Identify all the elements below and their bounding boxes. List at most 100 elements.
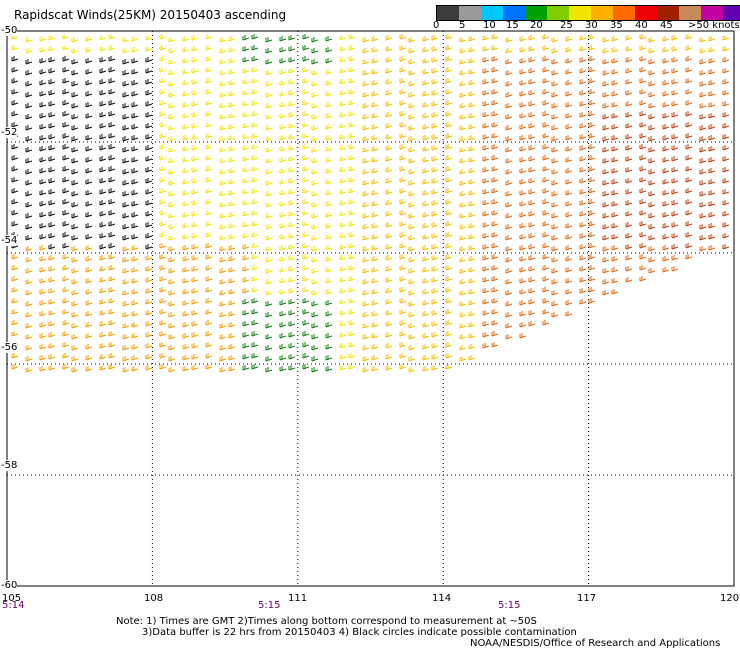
wind-barb bbox=[251, 265, 259, 271]
wind-barb bbox=[311, 114, 319, 120]
wind-barb bbox=[325, 135, 333, 141]
wind-barb bbox=[168, 345, 176, 351]
wind-barb bbox=[519, 124, 527, 130]
wind-barb bbox=[565, 234, 573, 240]
wind-barb bbox=[99, 332, 107, 338]
wind-barb bbox=[145, 354, 153, 360]
wind-barb bbox=[625, 222, 633, 228]
wind-barb bbox=[399, 276, 407, 282]
wind-barb bbox=[588, 45, 596, 51]
wind-barb bbox=[159, 89, 167, 95]
wind-barb bbox=[362, 125, 370, 131]
wind-barb bbox=[662, 113, 670, 119]
wind-barb bbox=[505, 268, 513, 274]
wind-barb bbox=[219, 191, 227, 197]
wind-barb bbox=[565, 212, 573, 218]
wind-barb bbox=[371, 201, 379, 207]
wind-barb bbox=[431, 178, 439, 184]
wind-barb bbox=[302, 111, 310, 117]
wind-barb bbox=[219, 345, 227, 351]
wind-barb bbox=[722, 145, 730, 151]
wind-barb bbox=[302, 45, 310, 51]
wind-barb bbox=[348, 276, 356, 282]
wind-barb bbox=[588, 122, 596, 128]
wind-barb bbox=[251, 342, 259, 348]
wind-barb bbox=[602, 59, 610, 65]
wind-barb bbox=[685, 254, 693, 260]
wind-barb bbox=[602, 235, 610, 241]
wind-barb bbox=[685, 67, 693, 73]
wind-barb bbox=[528, 79, 536, 85]
wind-barb bbox=[445, 56, 453, 62]
wind-barb bbox=[542, 111, 550, 117]
wind-barb bbox=[671, 222, 679, 228]
wind-barb bbox=[385, 266, 393, 272]
wind-barb bbox=[219, 268, 227, 274]
wind-barb bbox=[251, 78, 259, 84]
wind-barb bbox=[159, 188, 167, 194]
wind-barb bbox=[302, 309, 310, 315]
wind-barb bbox=[168, 169, 176, 175]
wind-barb bbox=[602, 147, 610, 153]
wind-barb bbox=[228, 245, 236, 251]
wind-barb bbox=[122, 312, 130, 318]
wind-barb bbox=[648, 59, 656, 65]
wind-barb bbox=[99, 90, 107, 96]
wind-barb bbox=[191, 123, 199, 129]
wind-barb bbox=[468, 47, 476, 53]
wind-barb bbox=[25, 224, 33, 230]
wind-barb bbox=[339, 321, 347, 327]
wind-barb bbox=[71, 290, 79, 296]
wind-barb bbox=[251, 34, 259, 40]
wind-barb bbox=[228, 91, 236, 97]
map-frame bbox=[6, 30, 735, 587]
wind-barb bbox=[302, 331, 310, 337]
wind-barb bbox=[145, 277, 153, 283]
wind-barb bbox=[339, 299, 347, 305]
wind-barb bbox=[219, 312, 227, 318]
wind-barb bbox=[242, 332, 250, 338]
wind-barb bbox=[385, 178, 393, 184]
wind-barb bbox=[371, 113, 379, 119]
wind-barb bbox=[219, 48, 227, 54]
wind-barb bbox=[25, 213, 33, 219]
wind-barb bbox=[325, 212, 333, 218]
wind-barb bbox=[362, 301, 370, 307]
wind-barb bbox=[399, 342, 407, 348]
wind-barb bbox=[491, 100, 499, 106]
wind-barb bbox=[339, 68, 347, 74]
wind-barb bbox=[445, 287, 453, 293]
wind-barb bbox=[648, 257, 656, 263]
wind-barb bbox=[408, 334, 416, 340]
wind-barb bbox=[602, 125, 610, 131]
wind-barb bbox=[385, 299, 393, 305]
wind-barb bbox=[39, 179, 47, 185]
wind-barb bbox=[431, 332, 439, 338]
wind-barb bbox=[191, 299, 199, 305]
wind-barb bbox=[671, 35, 679, 41]
wind-barb bbox=[122, 367, 130, 373]
wind-barb bbox=[99, 299, 107, 305]
wind-barb bbox=[459, 92, 467, 98]
wind-barb bbox=[145, 288, 153, 294]
wind-barb bbox=[288, 123, 296, 129]
wind-barb bbox=[11, 89, 19, 95]
wind-barb bbox=[459, 224, 467, 230]
wind-barb bbox=[588, 78, 596, 84]
wind-barb bbox=[131, 278, 139, 284]
wind-barb bbox=[145, 79, 153, 85]
note-line-2: 3)Data buffer is 22 hrs from 20150403 4)… bbox=[142, 627, 577, 638]
wind-barb bbox=[251, 331, 259, 337]
wind-barb bbox=[265, 37, 273, 43]
wind-barb bbox=[182, 113, 190, 119]
wind-barb bbox=[168, 114, 176, 120]
wind-barb bbox=[708, 91, 716, 97]
wind-barb bbox=[11, 298, 19, 304]
wind-barb bbox=[519, 157, 527, 163]
wind-barb bbox=[242, 46, 250, 52]
wind-barb bbox=[519, 311, 527, 317]
wind-barb bbox=[611, 157, 619, 163]
wind-barb bbox=[348, 45, 356, 51]
wind-barb bbox=[408, 301, 416, 307]
wind-barb bbox=[699, 114, 707, 120]
